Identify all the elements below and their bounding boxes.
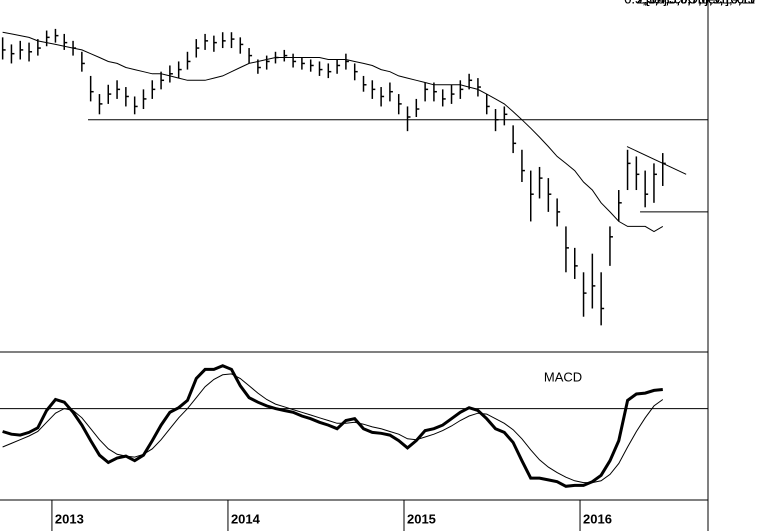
y-tick-label: 2,3,4,5,6,7,8,9,10,11: [637, 0, 755, 6]
y-tick-label: 2,3,4,5,6,7,8,9,10,11: [637, 0, 755, 6]
y-tick-label: 0.5,[object Object],-0.5: [624, 0, 755, 6]
y-tick-label: 2,3,4,5,6,7,8,9,10,11: [637, 0, 755, 6]
x-tick-label: 2016: [583, 511, 612, 526]
y-tick-label: 2,3,4,5,6,7,8,9,10,11: [637, 0, 755, 6]
x-tick-label: 2015: [407, 511, 436, 526]
indicator-line: [2, 373, 664, 484]
y-tick-label: 2,3,4,5,6,7,8,9,10,11: [637, 0, 755, 6]
y-tick-label: 2,3,4,5,6,7,8,9,10,11: [637, 0, 755, 6]
x-tick-label: 2014: [231, 511, 261, 526]
y-tick-label: 2,3,4,5,6,7,8,9,10,11: [637, 0, 755, 6]
indicator-line: [2, 364, 663, 488]
y-tick-label: 2,3,4,5,6,7,8,9,10,11: [637, 0, 755, 6]
y-tick-label: 2,3,4,5,6,7,8,9,10,11: [637, 0, 755, 6]
annotation-line: [626, 146, 687, 175]
y-tick-label: 0.5,[object Object],-0.5: [624, 0, 755, 6]
x-tick-label: 2013: [55, 511, 84, 526]
moving-average: [2, 31, 664, 233]
y-tick-label: 2,3,4,5,6,7,8,9,10,11: [637, 0, 755, 6]
indicator-label: MACD: [544, 369, 582, 384]
